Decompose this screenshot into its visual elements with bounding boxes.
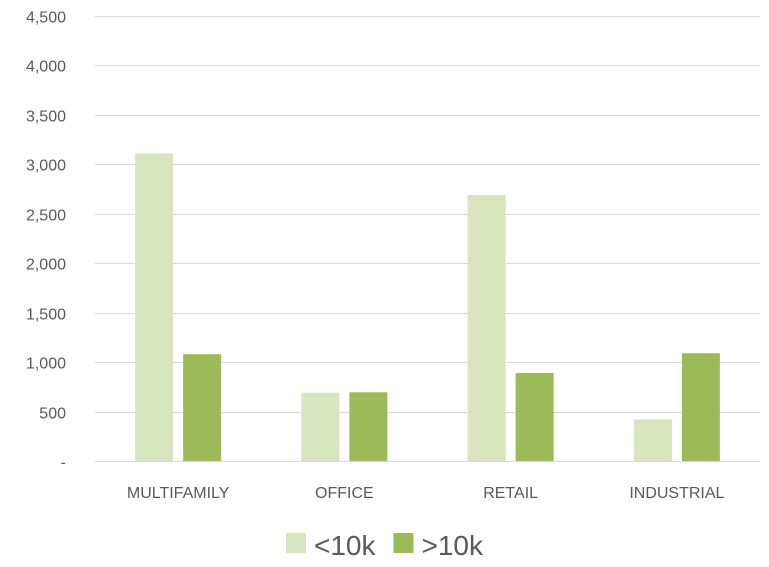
bar: <10k MULTIFAMILY: 3110: [135, 153, 174, 461]
x-category-label: OFFICE: [315, 485, 374, 502]
legend-swatch: [286, 533, 306, 553]
y-axis-tick-labels: - 500 1,000 1,500 2,000 2,500 3,000 3,500 4,000 4…: [26, 10, 66, 472]
y-tick-label: 4,500: [26, 10, 66, 27]
bar: <10k INDUSTRIAL: 420: [633, 419, 672, 461]
x-axis-category-labels: MULTIFAMILY OFFICE RETAIL INDUSTRIAL: [127, 485, 725, 502]
y-tick-label: 2,500: [26, 208, 66, 225]
y-tick-label: 3,500: [26, 109, 66, 126]
bar: >10k MULTIFAMILY: 1080: [183, 354, 222, 461]
y-tick-label: -: [61, 455, 66, 472]
legend-label: <10k: [314, 530, 376, 561]
bar: <10k OFFICE: 690: [301, 392, 340, 461]
legend-label: >10k: [422, 530, 484, 561]
y-tick-label: 500: [39, 406, 66, 423]
y-tick-label: 1,000: [26, 356, 66, 373]
legend-swatch: [393, 533, 414, 553]
x-category-label: MULTIFAMILY: [127, 485, 230, 502]
legend: <10k >10k: [286, 530, 484, 561]
y-tick-label: 3,000: [26, 158, 66, 175]
bar: <10k RETAIL: 2690: [467, 194, 506, 461]
y-tick-label: 2,000: [26, 257, 66, 274]
bar: >10k INDUSTRIAL: 1090: [681, 353, 720, 461]
x-category-label: RETAIL: [483, 485, 538, 502]
y-tick-label: 4,000: [26, 59, 66, 76]
bar: >10k RETAIL: 890: [515, 372, 554, 461]
y-tick-label: 1,500: [26, 307, 66, 324]
x-category-label: INDUSTRIAL: [629, 485, 724, 502]
bar: >10k OFFICE: 695: [349, 392, 388, 461]
bars: <10k MULTIFAMILY: 3110>10k MULTIFAMILY: …: [135, 153, 720, 461]
